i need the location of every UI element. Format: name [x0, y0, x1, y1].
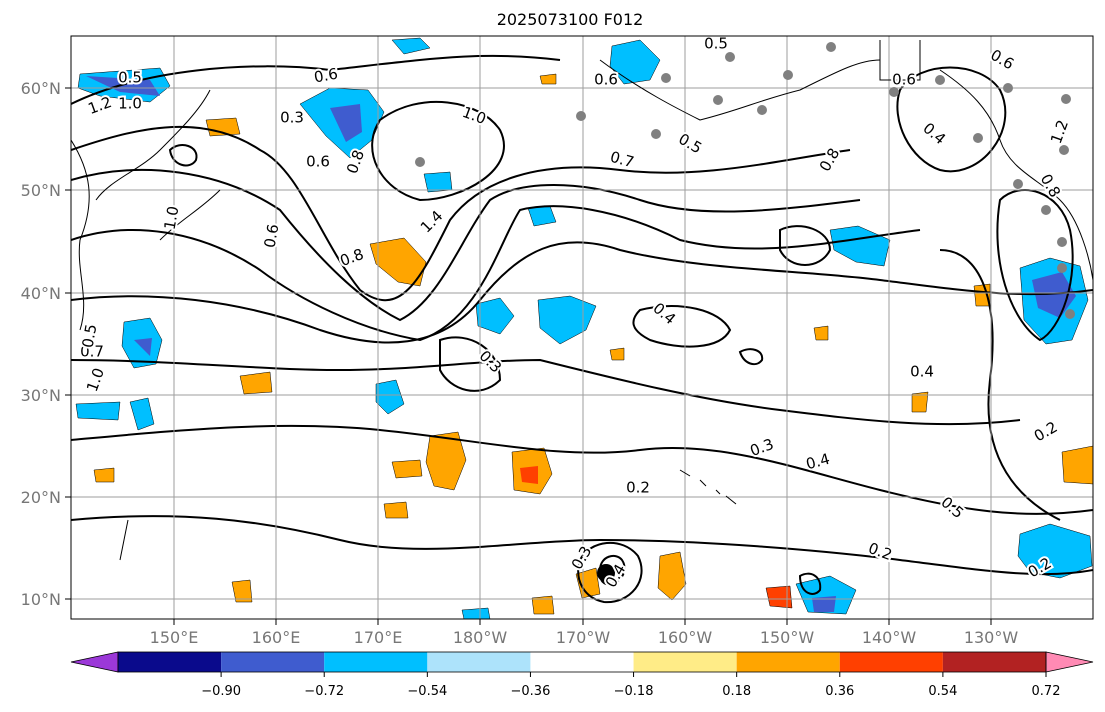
contour-label: 0.5 — [704, 35, 728, 53]
colorbar-segment — [839, 652, 943, 672]
lon-tick-label: 140°W — [862, 628, 917, 647]
colorbar-frame — [117, 651, 1047, 673]
contour-label: 0.4 — [910, 363, 934, 381]
contour-label: 0.2 — [626, 479, 650, 497]
colorbar-segment — [221, 652, 325, 672]
contour-label: 1.0 — [161, 205, 183, 232]
contour-label: 0.6 — [594, 71, 618, 89]
lat-tick-label: 40°N — [21, 284, 61, 303]
lat-tick-label: 30°N — [21, 386, 61, 405]
lon-tick-label: 170°W — [556, 628, 611, 647]
contour-label: 0.7 — [80, 343, 104, 361]
colorbar-segment — [530, 652, 634, 672]
station-dots — [415, 42, 1075, 319]
contour-label: 0.6 — [306, 153, 330, 171]
lon-tick-label: 150°W — [760, 628, 815, 647]
contour-label: 0.3 — [280, 109, 304, 127]
colorbar-segment — [427, 652, 531, 672]
colorbar-segment — [633, 652, 737, 672]
colorbar-tick-label: 0.18 — [722, 684, 751, 699]
colorbar-tick-label: −0.54 — [407, 684, 447, 699]
lon-tick-label: 150°E — [150, 628, 199, 647]
latitude-axis: 60°N 50°N 40°N 30°N 20°N 10°N — [21, 79, 71, 609]
colorbar-segment — [324, 652, 428, 672]
lon-tick-label: 130°W — [964, 628, 1019, 647]
lon-tick-label: 170°E — [354, 628, 403, 647]
colorbar-tick-label: −0.72 — [304, 684, 344, 699]
colorbar-tick-label: 0.36 — [825, 684, 854, 699]
colorbar-tick-label: −0.18 — [614, 684, 654, 699]
contour-label: 1.0 — [118, 95, 142, 113]
colorbar-tick-label: −0.90 — [201, 684, 241, 699]
contour-label: 0.6 — [892, 71, 916, 89]
colorbar-tick-label: 0.54 — [928, 684, 957, 699]
lat-tick-label: 20°N — [21, 488, 61, 507]
colorbar-tick-label: −0.36 — [511, 684, 551, 699]
colorbar: −0.90 −0.72 −0.54 −0.36 −0.18 0.18 0.36 0.54 0.7… — [70, 651, 1094, 699]
contour-lines — [71, 54, 1093, 604]
colorbar-extend-low — [70, 651, 119, 673]
coastlines — [71, 40, 1093, 561]
lon-tick-label: 180°W — [453, 628, 508, 647]
lat-tick-label: 10°N — [21, 590, 61, 609]
graticule — [71, 36, 1093, 619]
figure-title: 2025073100 F012 — [496, 10, 644, 29]
colorbar-segment — [736, 652, 840, 672]
longitude-axis: 150°E 160°E 170°E 180°W 170°W 160°W 150°W 140°W… — [150, 619, 1019, 647]
storm-center-marker — [597, 564, 615, 582]
colorbar-extend-high — [1045, 651, 1094, 673]
contour-label: 0.5 — [118, 69, 142, 87]
lat-tick-label: 50°N — [21, 181, 61, 200]
map-frame — [70, 35, 1094, 620]
lon-tick-label: 160°W — [658, 628, 713, 647]
lat-tick-label: 60°N — [21, 79, 61, 98]
colorbar-segment — [942, 652, 1046, 672]
colorbar-tick-label: 0.72 — [1032, 684, 1061, 699]
colorbar-segment — [118, 652, 222, 672]
lon-tick-label: 160°E — [252, 628, 301, 647]
